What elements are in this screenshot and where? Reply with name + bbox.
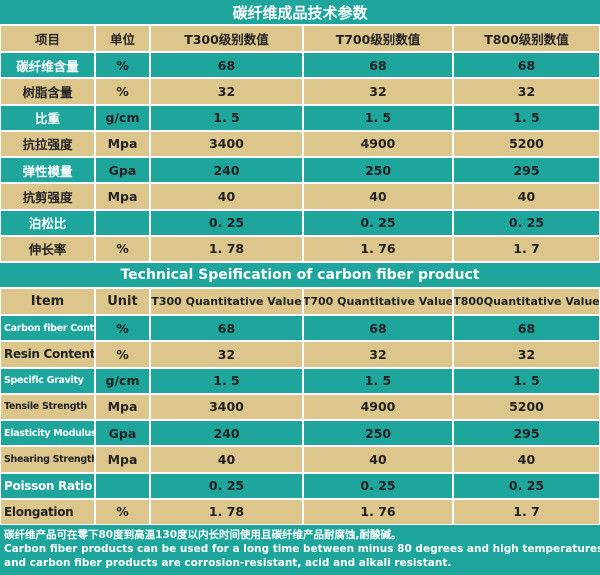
table-cell: 1. 5: [151, 105, 302, 130]
row-label: 伸长率: [1, 236, 94, 261]
section-title: Technical Speification of carbon fiber p…: [0, 263, 600, 287]
table-cell: 68: [454, 53, 599, 78]
table-cell: 1. 78: [151, 236, 302, 261]
row-label: 碳纤维含量: [1, 53, 94, 78]
row-label: Resin Content: [1, 342, 94, 367]
section-title: 碳纤维成品技术参数: [0, 0, 600, 24]
header-cell: Unit: [96, 289, 149, 314]
table-cell: 68: [304, 53, 452, 78]
table-cell: %: [96, 316, 149, 341]
footer-line: 碳纤维产品可在零下80度到高温130度以内长时间使用且碳纤维产品耐腐蚀,耐酸碱。: [4, 529, 402, 541]
table-cell: %: [96, 236, 149, 261]
header-cell: 单位: [96, 26, 149, 51]
table-cell: [96, 473, 149, 498]
table-cell: 32: [304, 79, 452, 104]
table-cell: 40: [151, 447, 302, 472]
table-cell: 40: [454, 184, 599, 209]
table-cell: 5200: [454, 131, 599, 156]
row-label: 树脂含量: [1, 79, 94, 104]
table-cell: 1. 76: [304, 236, 452, 261]
table-cell: 68: [454, 316, 599, 341]
table-cell: 0. 25: [454, 210, 599, 235]
row-label: 比重: [1, 105, 94, 130]
table-cell: 4900: [304, 394, 452, 419]
table-cell: 32: [151, 342, 302, 367]
footer-line: Carbon fiber products can be used for a …: [4, 543, 600, 555]
table-cell: 32: [454, 342, 599, 367]
table-cell: 1. 5: [454, 368, 599, 393]
row-label: 抗剪强度: [1, 184, 94, 209]
table-cell: g/cm: [96, 105, 149, 130]
table-cell: 240: [151, 158, 302, 183]
table-cell: 4900: [304, 131, 452, 156]
footer-line: and carbon fiber products are corrosion-…: [4, 557, 452, 569]
table-cell: 3400: [151, 394, 302, 419]
row-label: 抗拉强度: [1, 131, 94, 156]
table-cell: 1. 5: [304, 368, 452, 393]
table-cell: 32: [151, 79, 302, 104]
header-cell: T700 Quantitative Value: [304, 289, 452, 314]
table-cell: 68: [151, 316, 302, 341]
table-cell: %: [96, 499, 149, 524]
table-cell: 1. 5: [454, 105, 599, 130]
table-cell: 40: [151, 184, 302, 209]
table-cell: 40: [454, 447, 599, 472]
header-cell: T800级别数值: [454, 26, 599, 51]
row-label: Elasticity Modulus: [1, 421, 94, 446]
table-cell: 295: [454, 421, 599, 446]
header-cell: T800Quantitative Value: [454, 289, 599, 314]
table-cell: %: [96, 79, 149, 104]
table-cell: 3400: [151, 131, 302, 156]
row-label: Carbon fiber Content: [1, 316, 94, 341]
table-cell: Mpa: [96, 394, 149, 419]
row-label: 泊松比: [1, 210, 94, 235]
header-cell: T300级别数值: [151, 26, 302, 51]
row-label: 弹性模量: [1, 158, 94, 183]
table-cell: 0. 25: [151, 210, 302, 235]
header-cell: T300 Quantitative Value: [151, 289, 302, 314]
table-cell: 40: [304, 447, 452, 472]
table-cell: 0. 25: [454, 473, 599, 498]
row-label: Shearing Strength: [1, 447, 94, 472]
table-cell: %: [96, 53, 149, 78]
header-cell: 项目: [1, 26, 94, 51]
row-label: Tensile Strength: [1, 394, 94, 419]
table-cell: 1. 7: [454, 236, 599, 261]
row-label: Elongation: [1, 499, 94, 524]
header-cell: T700级别数值: [304, 26, 452, 51]
table-cell: 5200: [454, 394, 599, 419]
table-cell: 32: [454, 79, 599, 104]
table-cell: 1. 5: [304, 105, 452, 130]
table-cell: Mpa: [96, 447, 149, 472]
table-cell: Gpa: [96, 421, 149, 446]
table-cell: Mpa: [96, 184, 149, 209]
header-cell: Item: [1, 289, 94, 314]
row-label: Specific Gravity: [1, 368, 94, 393]
table-cell: Gpa: [96, 158, 149, 183]
table-cell: 1. 76: [304, 499, 452, 524]
table-cell: 0. 25: [151, 473, 302, 498]
footer: 碳纤维产品可在零下80度到高温130度以内长时间使用且碳纤维产品耐腐蚀,耐酸碱。…: [0, 525, 600, 575]
table-cell: 240: [151, 421, 302, 446]
table-cell: 295: [454, 158, 599, 183]
table-cell: [96, 210, 149, 235]
table-cell: 250: [304, 421, 452, 446]
table-cell: 0. 25: [304, 473, 452, 498]
table-cell: 40: [304, 184, 452, 209]
table-cell: g/cm: [96, 368, 149, 393]
table-cell: 1. 78: [151, 499, 302, 524]
row-label: Poisson Ratio: [1, 473, 94, 498]
table-cell: 1. 5: [151, 368, 302, 393]
table-cell: %: [96, 342, 149, 367]
table-cell: 0. 25: [304, 210, 452, 235]
table-cell: Mpa: [96, 131, 149, 156]
table-cell: 1. 7: [454, 499, 599, 524]
table-cell: 68: [151, 53, 302, 78]
table-cell: 68: [304, 316, 452, 341]
table-cell: 32: [304, 342, 452, 367]
table-cell: 250: [304, 158, 452, 183]
